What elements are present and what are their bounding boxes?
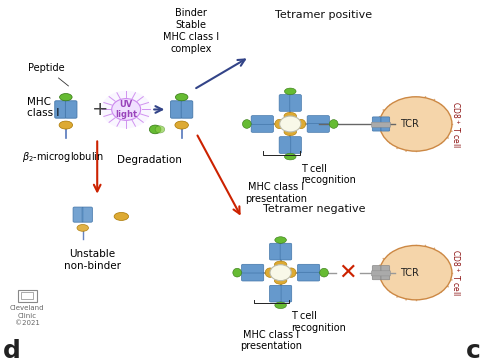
- FancyBboxPatch shape: [298, 264, 320, 273]
- FancyBboxPatch shape: [73, 207, 83, 222]
- Ellipse shape: [60, 94, 72, 101]
- Ellipse shape: [285, 88, 296, 95]
- Ellipse shape: [329, 120, 338, 128]
- FancyBboxPatch shape: [21, 292, 33, 299]
- Text: T cell
recognition: T cell recognition: [291, 312, 346, 333]
- FancyBboxPatch shape: [270, 285, 281, 302]
- FancyBboxPatch shape: [371, 271, 391, 276]
- Circle shape: [280, 116, 301, 132]
- FancyBboxPatch shape: [251, 116, 273, 124]
- FancyBboxPatch shape: [242, 272, 264, 281]
- Text: MHC
class I: MHC class I: [27, 97, 60, 118]
- Ellipse shape: [296, 119, 306, 129]
- FancyBboxPatch shape: [270, 243, 281, 260]
- Ellipse shape: [274, 261, 287, 268]
- Text: Cleveland
Clinic
©2021: Cleveland Clinic ©2021: [10, 305, 45, 326]
- Ellipse shape: [175, 94, 188, 101]
- FancyBboxPatch shape: [279, 95, 291, 111]
- FancyBboxPatch shape: [170, 101, 182, 118]
- Text: CD8$^+$ T cell: CD8$^+$ T cell: [450, 249, 462, 296]
- Text: Tetramer negative: Tetramer negative: [263, 204, 365, 214]
- Circle shape: [379, 97, 452, 151]
- Text: TCR: TCR: [400, 268, 419, 278]
- Text: UV
light: UV light: [115, 100, 137, 119]
- FancyBboxPatch shape: [55, 101, 66, 118]
- FancyBboxPatch shape: [372, 117, 381, 131]
- FancyBboxPatch shape: [242, 264, 264, 273]
- Circle shape: [150, 125, 161, 134]
- Text: Tetramer positive: Tetramer positive: [275, 10, 373, 20]
- Ellipse shape: [242, 120, 251, 128]
- FancyBboxPatch shape: [290, 95, 302, 111]
- FancyBboxPatch shape: [280, 243, 292, 260]
- FancyBboxPatch shape: [381, 117, 390, 131]
- Text: c: c: [466, 339, 481, 363]
- FancyBboxPatch shape: [82, 207, 92, 222]
- FancyBboxPatch shape: [251, 124, 273, 132]
- Ellipse shape: [77, 225, 89, 231]
- Ellipse shape: [287, 268, 296, 277]
- Ellipse shape: [175, 121, 188, 129]
- Circle shape: [112, 99, 141, 120]
- FancyBboxPatch shape: [279, 136, 291, 153]
- FancyBboxPatch shape: [307, 116, 329, 124]
- Text: Binder
Stable
MHC class I
complex: Binder Stable MHC class I complex: [163, 8, 219, 54]
- FancyBboxPatch shape: [371, 122, 391, 127]
- FancyBboxPatch shape: [381, 266, 390, 280]
- Ellipse shape: [275, 237, 287, 243]
- Text: CD8$^+$ T cell: CD8$^+$ T cell: [450, 100, 462, 147]
- Text: MHC class I
presentation: MHC class I presentation: [240, 329, 302, 351]
- Text: Degradation: Degradation: [117, 155, 182, 165]
- Ellipse shape: [320, 268, 328, 277]
- Ellipse shape: [275, 302, 287, 309]
- FancyBboxPatch shape: [372, 266, 381, 280]
- Text: TCR: TCR: [400, 119, 419, 129]
- Ellipse shape: [275, 119, 285, 129]
- FancyBboxPatch shape: [280, 285, 292, 302]
- Text: MHC class I
presentation: MHC class I presentation: [245, 182, 307, 203]
- Text: d: d: [3, 339, 21, 363]
- Ellipse shape: [285, 153, 296, 160]
- Text: ✕: ✕: [338, 263, 357, 283]
- Ellipse shape: [284, 128, 297, 135]
- Ellipse shape: [284, 112, 297, 120]
- Ellipse shape: [265, 268, 275, 277]
- Ellipse shape: [233, 268, 242, 277]
- FancyBboxPatch shape: [65, 101, 77, 118]
- Circle shape: [101, 91, 151, 128]
- Circle shape: [270, 265, 291, 281]
- FancyBboxPatch shape: [181, 101, 193, 118]
- Circle shape: [155, 126, 165, 133]
- FancyBboxPatch shape: [290, 136, 302, 153]
- Text: Peptide: Peptide: [28, 63, 69, 86]
- Text: +: +: [91, 100, 108, 119]
- FancyBboxPatch shape: [298, 272, 320, 281]
- Text: $\beta_2$-microglobulin: $\beta_2$-microglobulin: [22, 150, 104, 163]
- Ellipse shape: [274, 277, 287, 284]
- Text: T cell
recognition: T cell recognition: [301, 164, 356, 186]
- Ellipse shape: [114, 213, 129, 221]
- Ellipse shape: [59, 121, 73, 129]
- FancyBboxPatch shape: [307, 124, 329, 132]
- Circle shape: [379, 245, 452, 300]
- Text: Unstable
non-binder: Unstable non-binder: [64, 249, 121, 271]
